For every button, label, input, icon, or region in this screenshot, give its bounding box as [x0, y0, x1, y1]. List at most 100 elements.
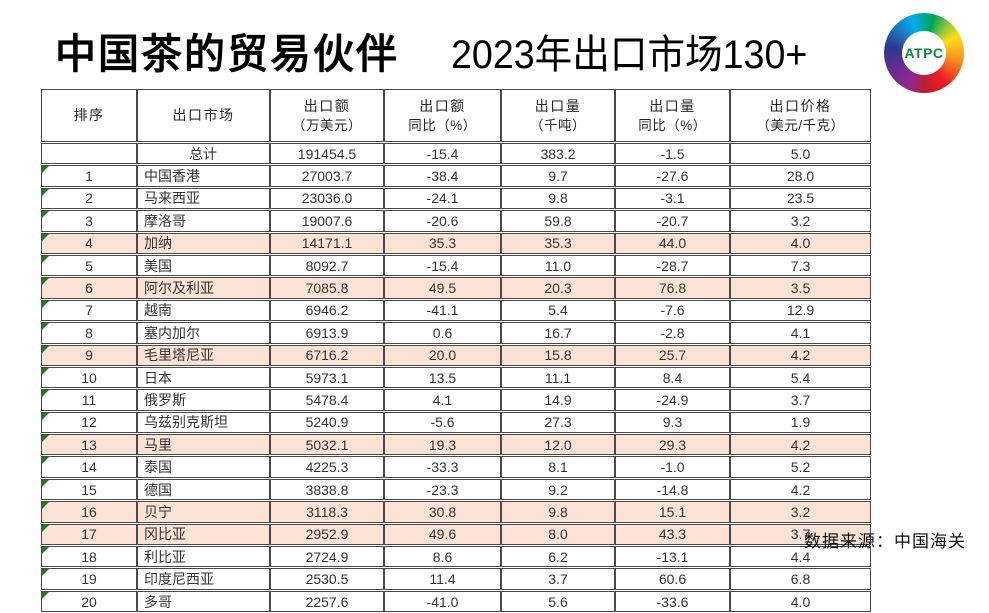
export-volume-cell: 20.3 [501, 277, 615, 299]
export-value-cell: 5032.1 [270, 434, 384, 456]
export-volume-cell: 5.4 [501, 299, 615, 322]
green-corner-marker-icon [42, 524, 49, 532]
rank-cell: 18 [41, 546, 137, 568]
export-volume-cell: 14.9 [501, 389, 615, 411]
green-corner-marker-icon [42, 502, 49, 510]
price-cell: 4.2 [730, 478, 871, 501]
export-volume-cell: 15.8 [501, 344, 615, 366]
column-header: 排序 [41, 89, 137, 142]
export-value-cell: 6913.9 [270, 322, 384, 344]
export-volume-cell: 6.2 [501, 546, 615, 568]
market-cell: 利比亚 [137, 546, 270, 568]
volume-yoy-cell: -7.6 [615, 299, 730, 322]
rank-cell: 8 [41, 322, 137, 344]
value-yoy-cell: 11.4 [384, 568, 501, 590]
value-yoy-cell: 4.1 [384, 389, 501, 411]
green-corner-marker-icon [42, 278, 49, 286]
export-volume-cell: 8.1 [501, 456, 615, 478]
green-corner-marker-icon [42, 323, 49, 331]
green-corner-marker-icon [42, 547, 49, 555]
export-volume-cell: 5.6 [501, 590, 615, 613]
price-cell: 3.5 [730, 277, 871, 299]
value-yoy-cell: -15.4 [384, 254, 501, 277]
table-row: 13 马里 5032.1 19.3 12.0 29.3 4.2 [41, 434, 871, 456]
export-value-cell: 19007.6 [270, 210, 384, 232]
price-cell: 3.2 [730, 501, 871, 523]
export-value-cell: 5478.4 [270, 389, 384, 411]
column-header: 出口额 （万美元） [270, 89, 384, 142]
atpc-logo-center: ATPC [902, 31, 946, 75]
volume-yoy-cell: -24.9 [615, 389, 730, 411]
volume-yoy-cell: -28.7 [615, 254, 730, 277]
table-row: 10 日本 5973.1 13.5 11.1 8.4 5.4 [41, 366, 871, 389]
table-row: 5 美国 8092.7 -15.4 11.0 -28.7 7.3 [41, 254, 871, 277]
value-yoy-cell: 20.0 [384, 344, 501, 366]
volume-yoy-cell: 76.8 [615, 277, 730, 299]
table-row: 20 多哥 2257.6 -41.0 5.6 -33.6 4.0 [41, 590, 871, 613]
data-source-note: 数据来源：中国海关 [804, 532, 966, 551]
market-cell: 德国 [137, 478, 270, 501]
export-value-cell: 7085.8 [270, 277, 384, 299]
export-value-cell: 2530.5 [270, 568, 384, 590]
rank-cell: 15 [41, 478, 137, 501]
volume-yoy-cell: -2.8 [615, 322, 730, 344]
value-yoy-cell: -41.0 [384, 590, 501, 613]
rank-cell: 12 [41, 411, 137, 434]
table-header-row: 排序 出口市场 出口额 （万美元） 出口额 同比（%） 出口量 （千吨） 出口量 同比（%） 出口价… [41, 89, 871, 142]
export-value-cell: 3118.3 [270, 501, 384, 523]
table-row: 18 利比亚 2724.9 8.6 6.2 -13.1 4.4 [41, 546, 871, 568]
volume-yoy-cell: 43.3 [615, 523, 730, 546]
value-yoy-cell: -24.1 [384, 187, 501, 210]
price-cell: 4.1 [730, 322, 871, 344]
export-volume-cell: 9.8 [501, 501, 615, 523]
column-header: 出口量 （千吨） [501, 89, 615, 142]
price-cell: 3.7 [730, 389, 871, 411]
volume-yoy-cell: -13.1 [615, 546, 730, 568]
green-corner-marker-icon [42, 367, 49, 375]
column-header: 出口价格 （美元/千克） [730, 89, 871, 142]
export-value-cell: 3838.8 [270, 478, 384, 501]
rank-cell: 9 [41, 344, 137, 366]
price-cell: 5.4 [730, 366, 871, 389]
value-yoy-cell: -5.6 [384, 411, 501, 434]
export-value-cell: 2952.9 [270, 523, 384, 546]
export-value-cell: 191454.5 [270, 143, 384, 165]
rank-cell: 7 [41, 299, 137, 322]
green-corner-marker-icon [42, 300, 49, 308]
column-header: 出口额 同比（%） [384, 89, 501, 142]
value-yoy-cell: -38.4 [384, 165, 501, 187]
rank-cell: 20 [41, 590, 137, 613]
green-corner-marker-icon [42, 345, 49, 353]
export-value-cell: 4225.3 [270, 456, 384, 478]
market-cell: 加纳 [137, 232, 270, 254]
volume-yoy-cell: 15.1 [615, 501, 730, 523]
market-cell: 毛里塔尼亚 [137, 344, 270, 366]
market-cell: 中国香港 [137, 165, 270, 187]
value-yoy-cell: -15.4 [384, 143, 501, 165]
export-volume-cell: 8.0 [501, 523, 615, 546]
rank-cell [41, 143, 137, 165]
column-header: 出口市场 [137, 89, 270, 142]
green-corner-marker-icon [42, 390, 49, 398]
value-yoy-cell: -41.1 [384, 299, 501, 322]
green-corner-marker-icon [42, 569, 49, 577]
value-yoy-cell: 49.6 [384, 523, 501, 546]
value-yoy-cell: 49.5 [384, 277, 501, 299]
export-volume-cell: 9.2 [501, 478, 615, 501]
green-corner-marker-icon [42, 479, 49, 487]
export-volume-cell: 35.3 [501, 232, 615, 254]
price-cell: 5.2 [730, 456, 871, 478]
rank-cell: 2 [41, 187, 137, 210]
export-value-cell: 5973.1 [270, 366, 384, 389]
export-volume-cell: 9.7 [501, 165, 615, 187]
table-row: 1 中国香港 27003.7 -38.4 9.7 -27.6 28.0 [41, 165, 871, 187]
volume-yoy-cell: -3.1 [615, 187, 730, 210]
volume-yoy-cell: 9.3 [615, 411, 730, 434]
volume-yoy-cell: 8.4 [615, 366, 730, 389]
market-cell: 阿尔及利亚 [137, 277, 270, 299]
market-cell: 马来西亚 [137, 187, 270, 210]
green-corner-marker-icon [42, 457, 49, 465]
rank-cell: 14 [41, 456, 137, 478]
green-corner-marker-icon [42, 188, 49, 196]
export-volume-cell: 383.2 [501, 143, 615, 165]
